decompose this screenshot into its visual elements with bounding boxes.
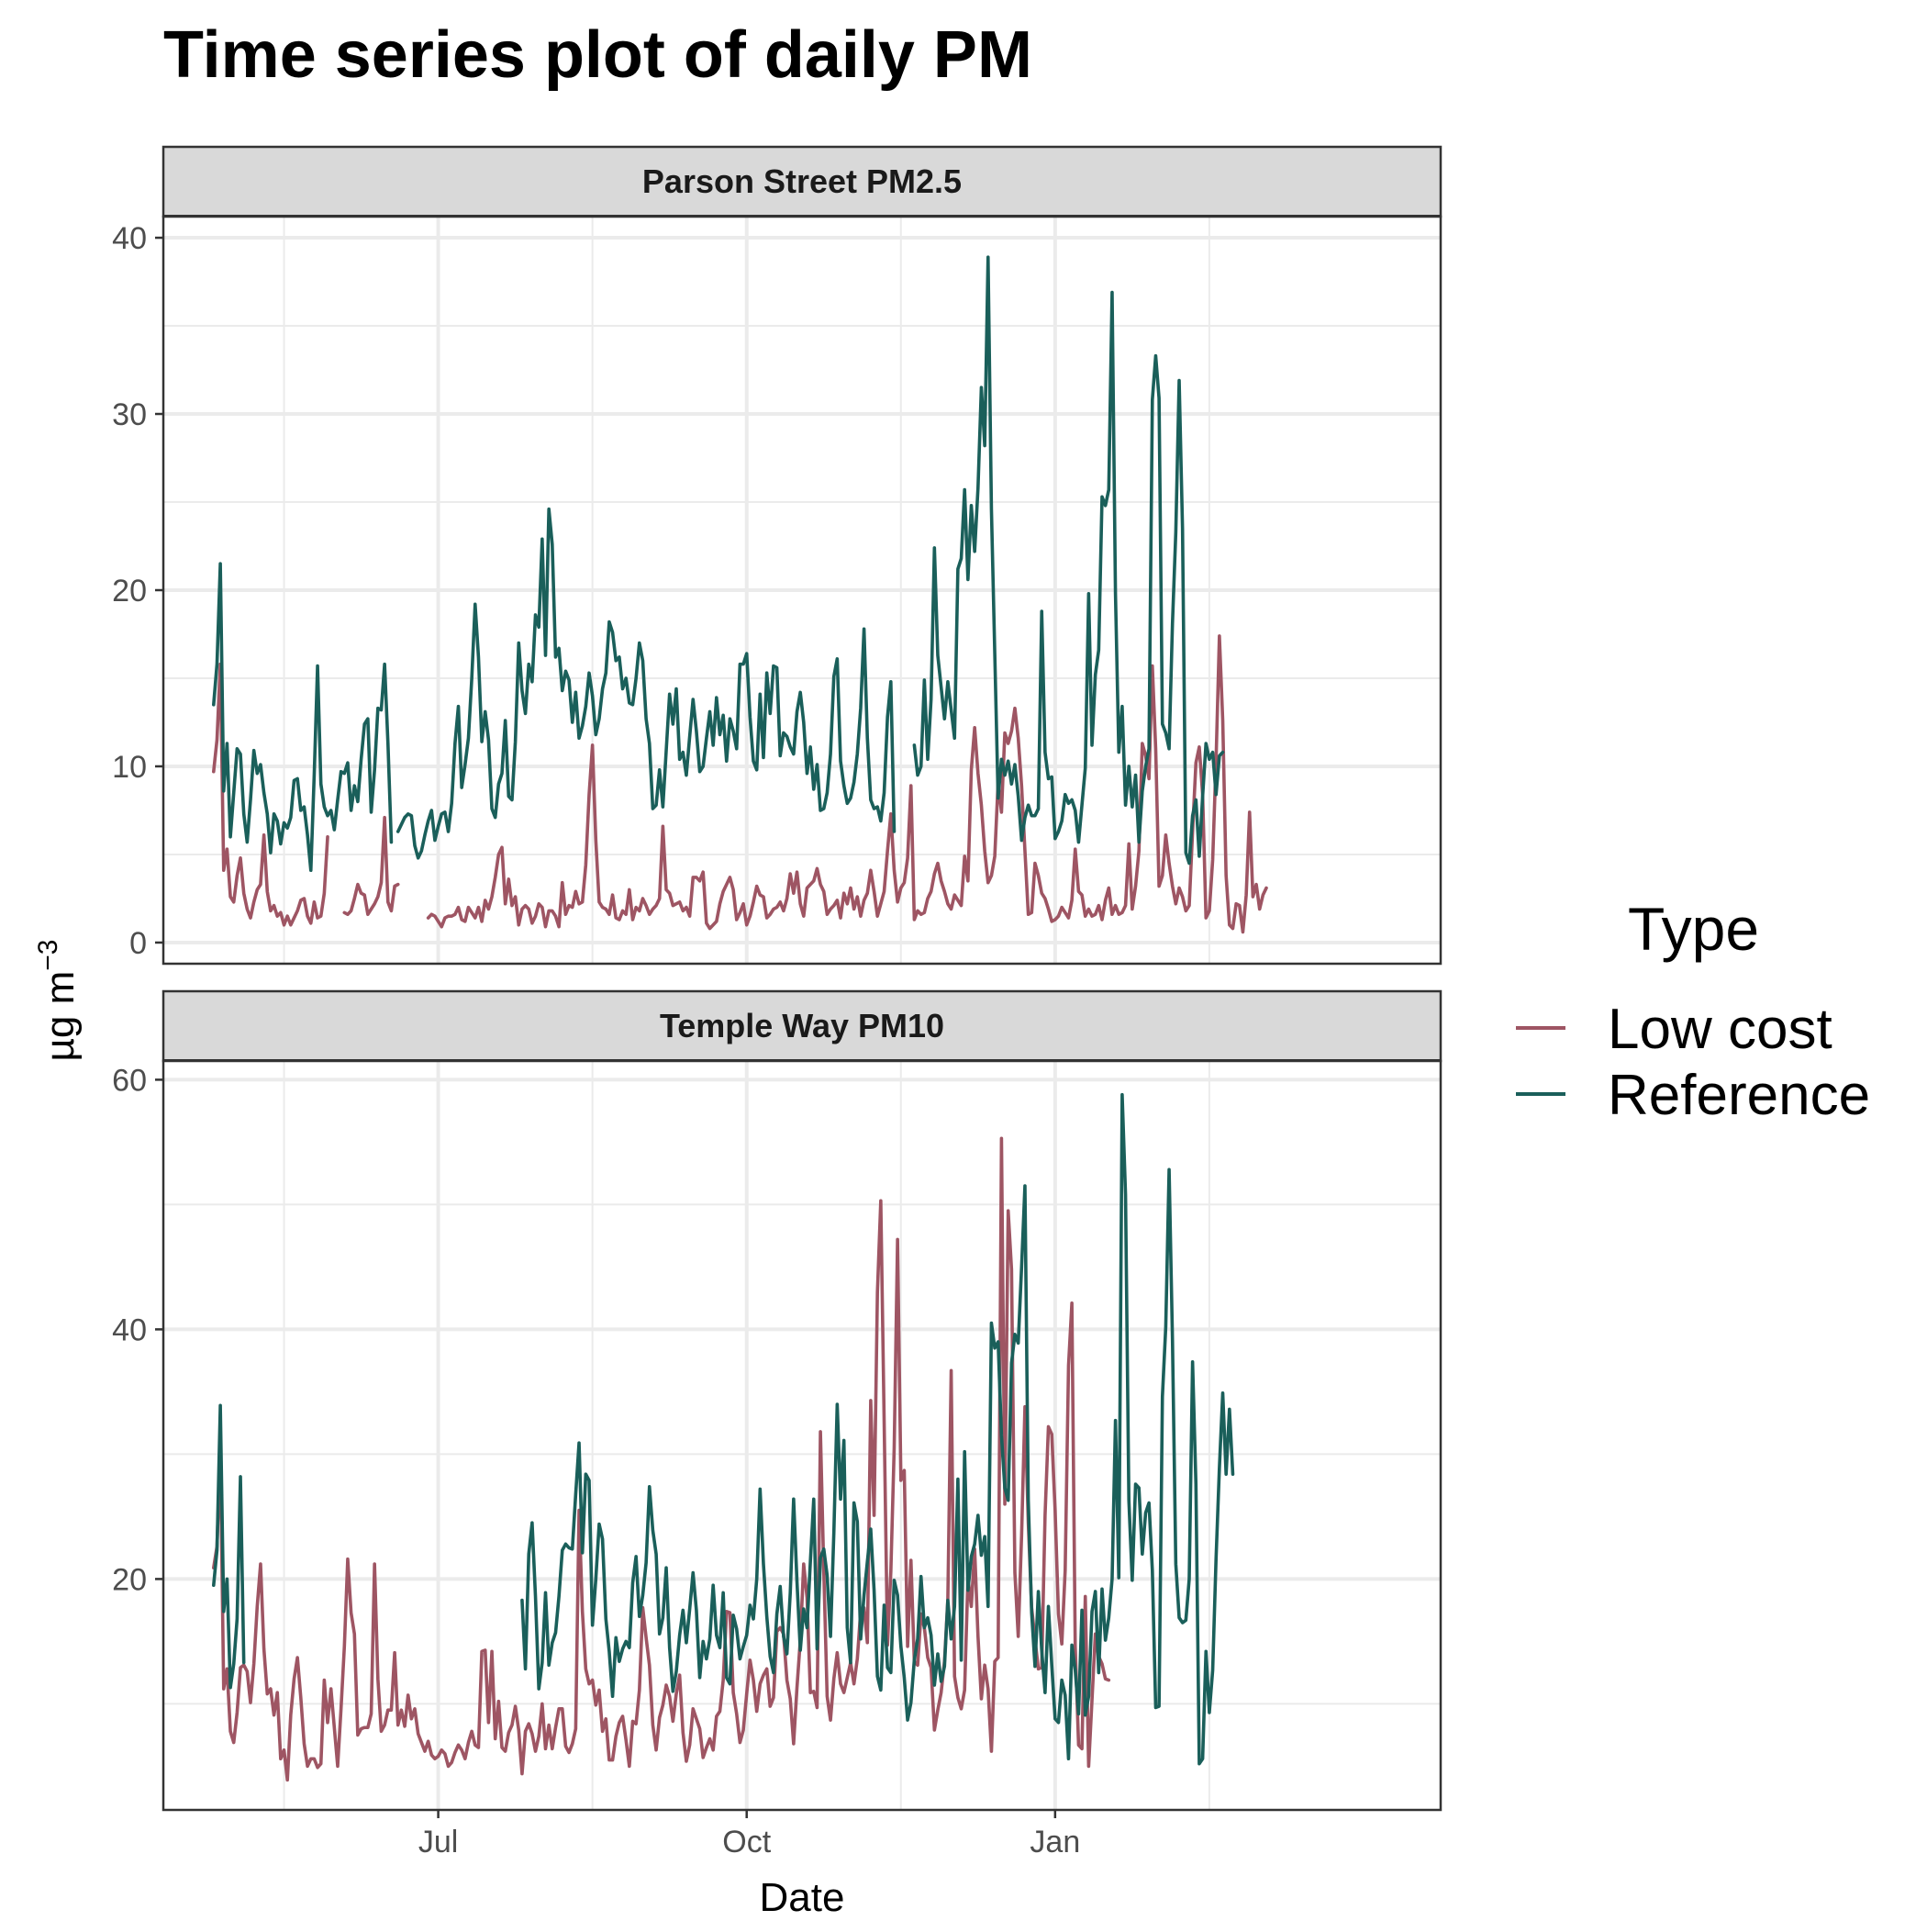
y-tick-label: 60 [112, 1063, 147, 1098]
legend-label-low-cost: Low cost [1608, 998, 1832, 1061]
series-line-low-cost [212, 1136, 1111, 1782]
y-tick-label: 20 [112, 574, 147, 609]
series-lines [212, 255, 1268, 934]
y-axis-ticks: 0 10 20 30 40 [112, 221, 163, 961]
series-line-low-cost [426, 634, 1268, 934]
x-axis: Jul Oct Jan [418, 1810, 1080, 1859]
series-line-reference [212, 1403, 246, 1690]
y-tick-label: 30 [112, 397, 147, 432]
x-tick-label: Oct [722, 1825, 771, 1859]
legend: Type Low cost Reference [1516, 895, 1870, 1127]
legend-label-reference: Reference [1608, 1064, 1870, 1127]
x-axis-title: Date [760, 1875, 845, 1920]
y-tick-label: 20 [112, 1562, 147, 1597]
y-axis-title-base: µg m [38, 971, 83, 1062]
y-tick-label: 40 [112, 221, 147, 256]
y-axis-title: µg m−3 [33, 940, 83, 1062]
y-axis-ticks: 20 40 60 [112, 1063, 163, 1597]
series-line-low-cost [342, 815, 400, 917]
series-line-reference [520, 1092, 1235, 1766]
series-lines [212, 1092, 1235, 1782]
legend-item-reference: Reference [1516, 1064, 1870, 1127]
series-line-reference [395, 507, 897, 860]
x-tick-label: Jul [418, 1825, 458, 1859]
y-tick-label: 0 [129, 926, 147, 961]
y-tick-label: 40 [112, 1312, 147, 1347]
facet-panel-temple-way: Temple Way PM10 20 40 60 [112, 989, 1442, 1812]
panel-border [162, 1059, 1442, 1812]
facet-strip-title: Parson Street PM2.5 [642, 162, 962, 200]
y-tick-label: 10 [112, 750, 147, 785]
legend-title: Type [1628, 895, 1759, 963]
chart-title: Time series plot of daily PM [163, 18, 1032, 92]
x-tick-label: Jan [1030, 1825, 1080, 1859]
facet-strip-title: Temple Way PM10 [660, 1007, 944, 1044]
series-line-reference [212, 562, 394, 873]
series-line-reference [912, 255, 1225, 865]
series-line-low-cost [212, 662, 329, 927]
legend-item-low-cost: Low cost [1516, 998, 1832, 1061]
facet-panel-parson-street: Parson Street PM2.5 0 10 20 30 40 [112, 145, 1442, 966]
facet-strip-background [162, 145, 1442, 218]
y-axis-title-exponent: −3 [33, 940, 63, 971]
